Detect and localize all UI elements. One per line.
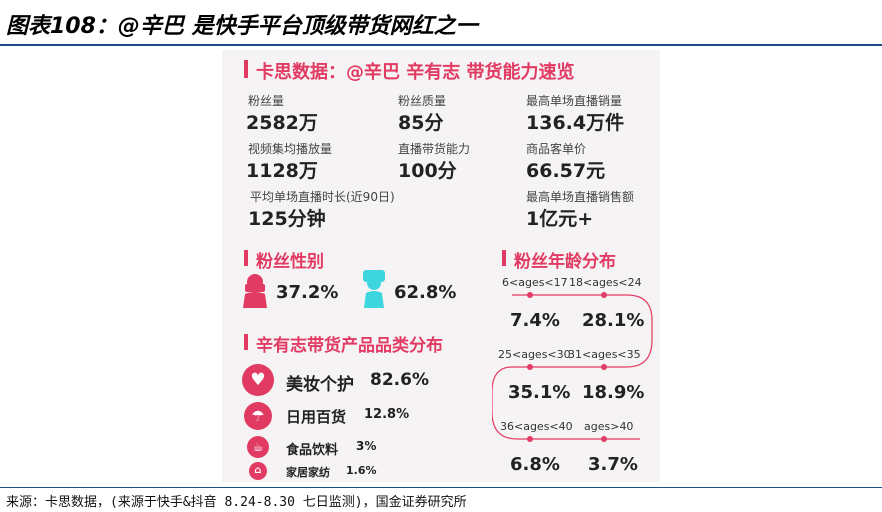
category-title: 辛有志带货产品品类分布: [256, 336, 443, 356]
age-accent-bar: [502, 250, 506, 266]
age-label-over-40: ages>40: [584, 420, 634, 433]
stat-value-live-ability: 100分: [398, 160, 457, 182]
figure-title: 图表108：@辛巴 是快手平台顶级带货网红之一: [6, 14, 478, 39]
age-pct-31-35: 18.9%: [582, 382, 645, 403]
category-pct-home: 1.6%: [346, 464, 377, 477]
figure-title-bar: 图表108：@辛巴 是快手平台顶级带货网红之一: [0, 0, 882, 46]
stat-value-fan-quality: 85分: [398, 112, 444, 134]
category-label-food: 食品饮料: [286, 443, 339, 458]
male-person-icon: [363, 270, 385, 308]
category-pct-beauty: 82.6%: [370, 370, 429, 390]
category-accent-bar: [244, 334, 248, 350]
age-pct-over-40: 3.7%: [588, 454, 638, 475]
stat-label-unit-price: 商品客单价: [526, 142, 587, 156]
female-pct: 37.2%: [276, 282, 339, 303]
gender-accent-bar: [244, 250, 248, 266]
stat-label-live-ability: 直播带货能力: [398, 142, 471, 156]
umbrella-icon: ☂: [244, 402, 272, 430]
category-pct-daily: 12.8%: [364, 407, 410, 422]
stat-label-max-sales: 最高单场直播销量: [526, 94, 623, 108]
stat-label-fans: 粉丝量: [248, 94, 285, 108]
stat-value-fans: 2582万: [246, 112, 318, 134]
category-label-beauty: 美妆个护: [286, 375, 354, 395]
age-label-6-17: 6<ages<17: [502, 276, 568, 289]
source-note: 来源：卡思数据，(来源于快手&抖音 8.24-8.30 七日监测)，国金证券研究…: [6, 495, 467, 510]
stat-label-fan-quality: 粉丝质量: [398, 94, 447, 108]
stat-value-unit-price: 66.57元: [526, 160, 606, 182]
age-path-diagram: [492, 292, 653, 442]
female-person-icon: [243, 274, 267, 308]
stat-label-avg-duration: 平均单场直播时长(近90日): [250, 190, 395, 204]
age-label-25-30: 25<ages<30: [498, 348, 571, 361]
male-pct: 62.8%: [394, 282, 457, 303]
age-title: 粉丝年龄分布: [514, 252, 616, 272]
home-lamp-icon: ⌂: [249, 462, 267, 480]
age-label-36-40: 36<ages<40: [500, 420, 573, 433]
stat-value-video-plays: 1128万: [246, 160, 318, 182]
stat-value-avg-duration: 125分钟: [248, 208, 326, 230]
stat-value-max-sales: 136.4万件: [526, 112, 625, 134]
age-pct-36-40: 6.8%: [510, 454, 560, 475]
stat-value-max-revenue: 1亿元+: [526, 208, 594, 230]
title-accent-bar: [244, 60, 248, 78]
card-title: 卡思数据：@辛巴 辛有志 带货能力速览: [256, 62, 575, 83]
stat-label-max-revenue: 最高单场直播销售额: [526, 190, 635, 204]
cosmetics-icon: ♥: [242, 364, 274, 396]
gender-title: 粉丝性别: [256, 252, 324, 272]
stat-label-video-plays: 视频集均播放量: [248, 142, 333, 156]
age-label-31-35: 31<ages<35: [568, 348, 641, 361]
infographic-card: 卡思数据：@辛巴 辛有志 带货能力速览 粉丝量 2582万 粉丝质量 85分 最…: [222, 50, 660, 482]
age-pct-25-30: 35.1%: [508, 382, 571, 403]
age-pct-6-17: 7.4%: [510, 310, 560, 331]
category-pct-food: 3%: [356, 439, 377, 453]
age-pct-18-24: 28.1%: [582, 310, 645, 331]
source-note-bar: 来源：卡思数据，(来源于快手&抖音 8.24-8.30 七日监测)，国金证券研究…: [0, 487, 882, 512]
age-label-18-24: 18<ages<24: [569, 276, 642, 289]
category-label-daily: 日用百货: [286, 408, 347, 426]
drink-cup-icon: ☕: [247, 436, 269, 458]
category-label-home: 家居家纺: [286, 466, 330, 479]
